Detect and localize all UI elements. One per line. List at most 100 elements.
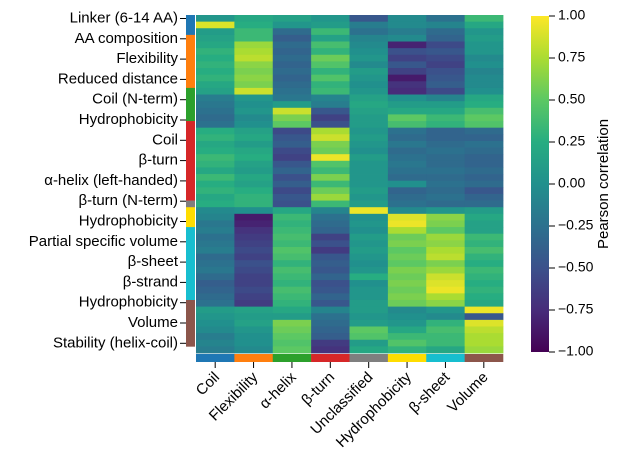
heatmap-cell <box>234 339 274 347</box>
heatmap-cell <box>349 74 389 82</box>
heatmap-cell <box>387 187 427 195</box>
heatmap-cell <box>311 94 350 102</box>
heatmap-cell <box>426 326 466 334</box>
heatmap-cell <box>311 74 350 82</box>
heatmap-cell <box>311 28 350 36</box>
heatmap-cell <box>349 260 389 268</box>
row-group-swatch <box>186 207 195 228</box>
heatmap-cell <box>196 68 235 76</box>
heatmap-cell <box>311 187 350 195</box>
heatmap-cell <box>387 326 427 334</box>
heatmap-cell <box>234 127 274 135</box>
y-tick-label: Hydrophobicity <box>79 111 179 128</box>
y-tick-label: Coil <box>152 131 178 148</box>
heatmap-cell <box>196 333 235 341</box>
heatmap-cell <box>349 160 389 168</box>
heatmap-cell <box>234 306 274 314</box>
heatmap-cell <box>234 227 274 235</box>
heatmap-cell <box>426 180 466 188</box>
heatmap-cell <box>234 200 274 208</box>
heatmap-cell <box>426 233 466 241</box>
heatmap-cell <box>234 240 274 248</box>
heatmap-cell <box>464 266 504 274</box>
heatmap-cell <box>272 346 312 354</box>
heatmap-cell <box>311 87 350 95</box>
heatmap-cell <box>349 140 389 148</box>
heatmap-cell <box>311 207 350 215</box>
heatmap-cell <box>272 333 312 341</box>
heatmap-cell <box>234 68 274 76</box>
heatmap-cell <box>196 154 235 162</box>
heatmap-cell <box>234 48 274 56</box>
heatmap-cell <box>464 81 504 89</box>
heatmap-cell <box>387 121 427 129</box>
heatmap-cell <box>426 154 466 162</box>
heatmap-cell <box>196 280 235 288</box>
heatmap-cell <box>234 87 274 95</box>
heatmap-cell <box>387 313 427 321</box>
heatmap-cell <box>387 48 427 56</box>
heatmap-cell <box>311 240 350 248</box>
heatmap-cell <box>387 21 427 29</box>
heatmap-cell <box>349 134 389 142</box>
heatmap-cell <box>426 87 466 95</box>
heatmap-cell <box>196 207 235 215</box>
heatmap-cell <box>234 121 274 129</box>
heatmap-cell <box>234 286 274 294</box>
heatmap-cell <box>426 193 466 201</box>
heatmap-cell <box>311 54 350 62</box>
heatmap-cell <box>272 101 312 109</box>
heatmap-cell <box>272 28 312 36</box>
heatmap-cell <box>311 34 350 42</box>
heatmap-cell <box>234 299 274 308</box>
heatmap-cell <box>387 127 427 135</box>
heatmap-cell <box>196 107 235 115</box>
heatmap-cell <box>311 147 350 155</box>
heatmap-cell <box>464 213 504 221</box>
heatmap-cell <box>272 61 312 69</box>
colorbar-tick-label: 0.25 <box>558 133 585 149</box>
y-tick-label: Flexibility <box>116 50 178 67</box>
heatmap-cell <box>272 68 312 76</box>
heatmap-cell <box>426 293 466 301</box>
heatmap-cell <box>426 48 466 56</box>
heatmap-cell <box>349 15 389 23</box>
y-axis-ticks: Linker (6-14 AA) AA composition Flexibilit… <box>29 9 186 351</box>
heatmap-cell <box>234 346 274 354</box>
heatmap-cell <box>234 273 274 281</box>
heatmap-cell <box>349 61 389 69</box>
heatmap-cell <box>234 114 274 122</box>
heatmap-cell <box>234 326 274 334</box>
heatmap-cell <box>272 306 312 314</box>
heatmap-cell <box>272 227 312 235</box>
heatmap-cell <box>311 121 350 129</box>
row-group-swatch <box>186 34 195 89</box>
heatmap-cell <box>196 227 235 235</box>
column-group-swatch <box>464 354 504 362</box>
heatmap-cell <box>196 114 235 122</box>
heatmap-cell <box>387 227 427 235</box>
heatmap-cell <box>234 293 274 301</box>
heatmap-cell <box>387 220 427 228</box>
heatmap-cell <box>234 54 274 62</box>
heatmap-cell <box>426 286 466 294</box>
heatmap-cell <box>234 233 274 241</box>
heatmap-cell <box>387 74 427 82</box>
heatmap-cell <box>464 227 504 235</box>
heatmap-cell <box>387 213 427 221</box>
heatmap-cell <box>426 319 466 327</box>
heatmap-cell <box>349 246 389 254</box>
colorbar-tick-label: −0.75 <box>558 301 594 317</box>
colorbar-tick-label: 1.00 <box>558 7 585 23</box>
heatmap-cell <box>272 48 312 56</box>
heatmap-cell <box>426 134 466 142</box>
heatmap-cell <box>234 101 274 109</box>
heatmap-cell <box>464 253 504 261</box>
heatmap-cell <box>426 246 466 254</box>
heatmap-cell <box>196 48 235 56</box>
heatmap-cell <box>272 54 312 62</box>
heatmap-cell <box>311 233 350 241</box>
heatmap-cell <box>464 140 504 148</box>
heatmap-cell <box>387 200 427 208</box>
heatmap-cell <box>234 187 274 195</box>
